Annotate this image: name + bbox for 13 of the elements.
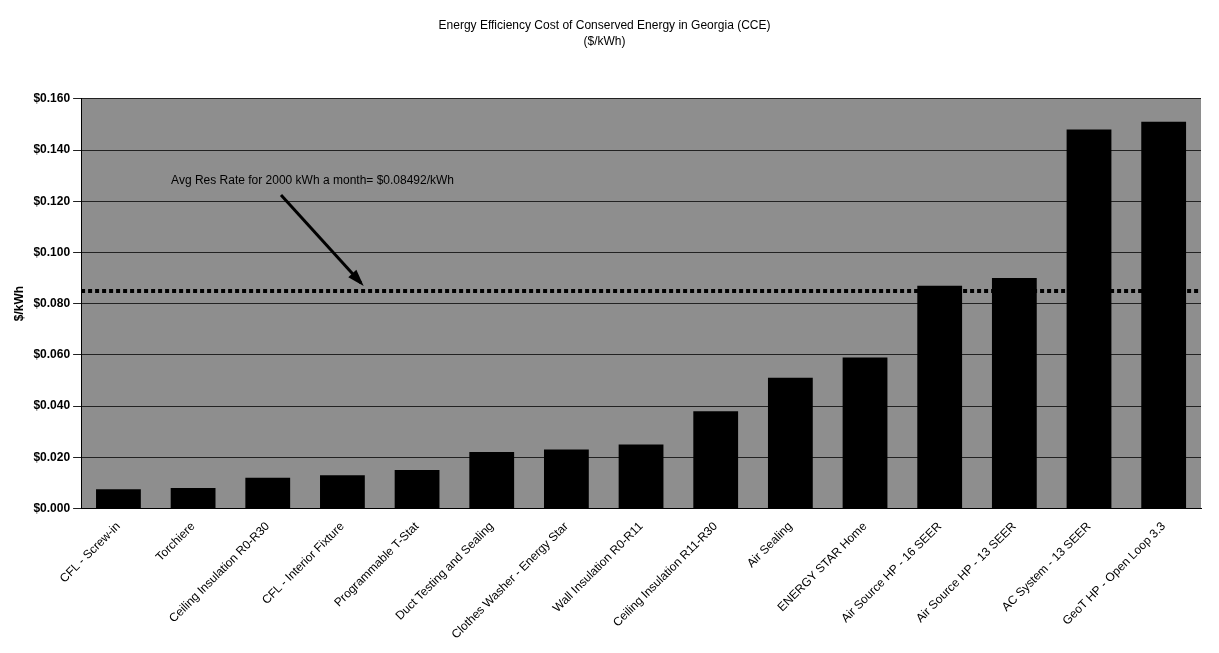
chart-title: Energy Efficiency Cost of Conserved Energy in Georgia (CCE) (438, 17, 771, 32)
ref-line-label: Avg Res Rate for 2000 kWh a month= $0.08492/kWh (171, 173, 455, 188)
y-tick-label: $0.000 (33, 500, 71, 515)
chart-subtitle: ($/kWh) (583, 33, 626, 48)
y-tick-label: $0.080 (33, 295, 71, 310)
y-tick-label: $0.020 (33, 449, 71, 464)
y-tick-label: $0.100 (33, 244, 71, 259)
y-tick-label: $0.060 (33, 347, 71, 362)
y-axis-title: $/kWh (11, 285, 26, 322)
y-tick-label: $0.140 (33, 142, 71, 157)
y-tick-label: $0.160 (33, 91, 71, 106)
y-tick-label: $0.120 (33, 193, 71, 208)
y-tick-label: $0.040 (33, 398, 71, 413)
